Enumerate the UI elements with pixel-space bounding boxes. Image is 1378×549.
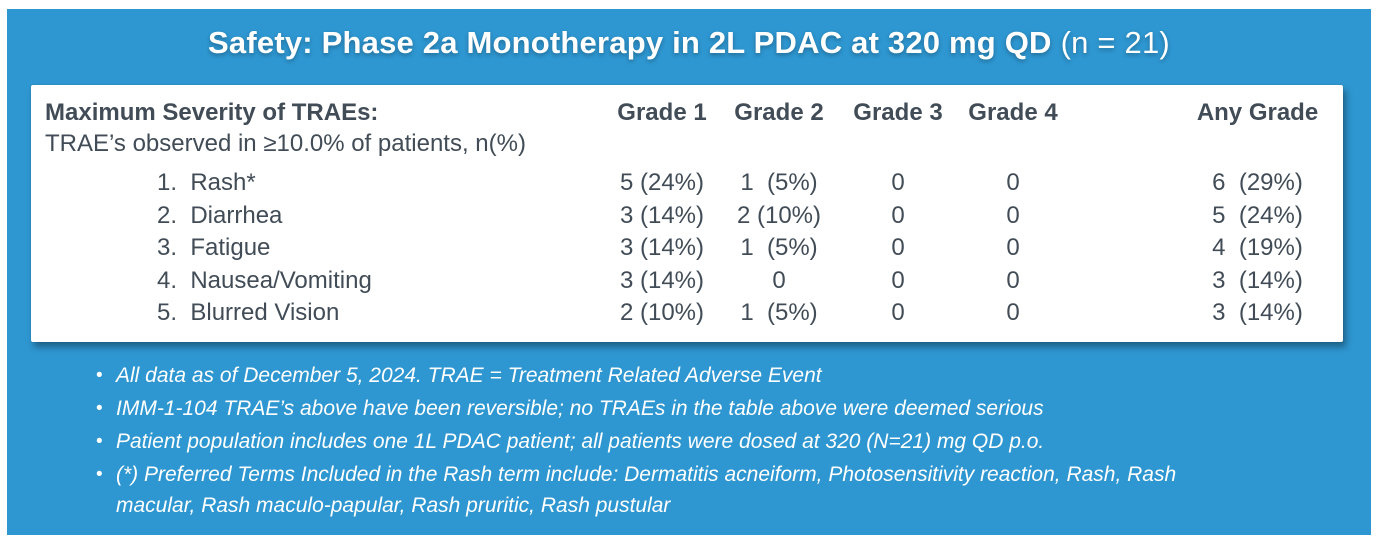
any-grade-value: 5 (24%) bbox=[1212, 201, 1303, 229]
slide-background: Safety: Phase 2a Monotherapy in 2L PDAC … bbox=[7, 9, 1371, 535]
footnote-item: Patient population includes one 1L PDAC … bbox=[96, 426, 1211, 457]
trae-table-card: Maximum Severity of TRAEs: TRAE’s observ… bbox=[31, 85, 1343, 342]
any-grade-value: 6 (29%) bbox=[1212, 169, 1303, 197]
grade4-value: 0 bbox=[1006, 201, 1020, 229]
table-header-row: Maximum Severity of TRAEs: TRAE’s observ… bbox=[31, 85, 1343, 159]
column-header-grade4: Grade 4 bbox=[968, 99, 1058, 126]
grade1-value: 2 (10%) bbox=[619, 299, 705, 327]
grade1-value: 3 (14%) bbox=[619, 201, 705, 229]
grade4-value: 0 bbox=[1006, 299, 1020, 327]
grade3-value: 0 bbox=[891, 169, 905, 197]
grade2-value: 0 bbox=[772, 266, 786, 294]
grade1-value: 3 (14%) bbox=[619, 234, 705, 262]
table-row: 1. Rash* 5 (24%) 1 (5%) 0 0 6 (29%) bbox=[31, 167, 1343, 200]
table-title: Maximum Severity of TRAEs: bbox=[45, 99, 379, 126]
table-row: 4. Nausea/Vomiting 3 (14%) 0 0 0 3 (14%) bbox=[31, 265, 1343, 298]
trae-name: 2. Diarrhea bbox=[157, 201, 283, 229]
table-row: 2. Diarrhea 3 (14%) 2 (10%) 0 0 5 (24%) bbox=[31, 200, 1343, 233]
any-grade-value: 4 (19%) bbox=[1212, 234, 1303, 262]
table-subtitle: TRAE’s observed in ≥10.0% of patients, n… bbox=[45, 130, 526, 157]
grade3-value: 0 bbox=[891, 299, 905, 327]
grade2-value: 1 (5%) bbox=[740, 299, 818, 327]
grade1-value: 3 (14%) bbox=[619, 266, 705, 294]
any-grade-value: 3 (14%) bbox=[1212, 299, 1303, 327]
footnote-list: All data as of December 5, 2024. TRAE = … bbox=[96, 360, 1211, 523]
table-row: 3. Fatigue 3 (14%) 1 (5%) 0 0 4 (19%) bbox=[31, 232, 1343, 265]
column-header-grade1: Grade 1 bbox=[617, 99, 707, 126]
column-header-grade3: Grade 3 bbox=[853, 99, 943, 126]
grade4-value: 0 bbox=[1006, 234, 1020, 262]
grade3-value: 0 bbox=[891, 234, 905, 262]
footnote-item: IMM-1-104 TRAE’s above have been reversi… bbox=[96, 393, 1211, 424]
slide-title-sample-size: (n = 21) bbox=[1060, 25, 1170, 60]
column-header-grade2: Grade 2 bbox=[734, 99, 824, 126]
any-grade-value: 3 (14%) bbox=[1212, 266, 1303, 294]
column-header-any-grade: Any Grade bbox=[1196, 99, 1319, 126]
slide-title-main: Safety: Phase 2a Monotherapy in 2L PDAC … bbox=[208, 25, 1052, 60]
grade3-value: 0 bbox=[891, 201, 905, 229]
grade2-value: 1 (5%) bbox=[740, 169, 818, 197]
table-header-label: Maximum Severity of TRAEs: TRAE’s observ… bbox=[31, 97, 605, 159]
footnote-item: (*) Preferred Terms Included in the Rash… bbox=[96, 459, 1211, 521]
table-rows: 1. Rash* 5 (24%) 1 (5%) 0 0 6 (29%) 2. Diarrhe… bbox=[31, 167, 1343, 330]
grade3-value: 0 bbox=[891, 266, 905, 294]
trae-name: 5. Blurred Vision bbox=[157, 299, 340, 327]
grade1-value: 5 (24%) bbox=[619, 169, 705, 197]
table-row: 5. Blurred Vision 2 (10%) 1 (5%) 0 0 3 (14%) bbox=[31, 297, 1343, 330]
grade4-value: 0 bbox=[1006, 266, 1020, 294]
grade2-value: 1 (5%) bbox=[740, 234, 818, 262]
slide-title: Safety: Phase 2a Monotherapy in 2L PDAC … bbox=[7, 25, 1371, 61]
trae-name: 3. Fatigue bbox=[157, 234, 271, 262]
footnote-item: All data as of December 5, 2024. TRAE = … bbox=[96, 360, 1211, 391]
trae-name: 1. Rash* bbox=[157, 169, 256, 197]
grade4-value: 0 bbox=[1006, 169, 1020, 197]
grade2-value: 2 (10%) bbox=[736, 201, 822, 229]
trae-name: 4. Nausea/Vomiting bbox=[157, 266, 372, 294]
